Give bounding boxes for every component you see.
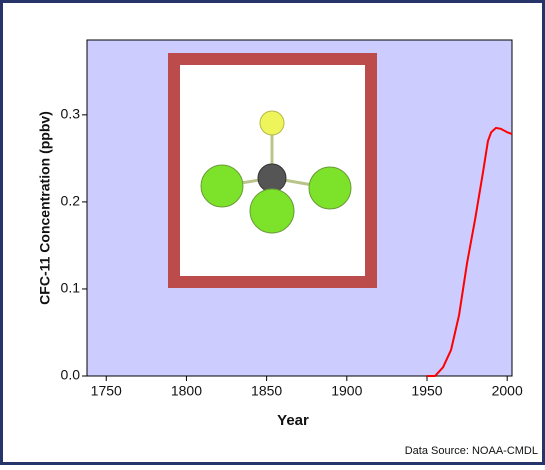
atom	[250, 189, 294, 233]
x-tick-label: 1750	[91, 383, 122, 399]
x-tick-label: 1800	[171, 383, 202, 399]
x-tick-label: 1900	[331, 383, 362, 399]
y-axis-label: CFC-11 Concentration (ppbv)	[37, 111, 53, 305]
chart: 0.0 0.1 0.2 0.3 1750 1800 1850 1900 1950 2000 Yea…	[0, 0, 545, 465]
atom	[260, 111, 284, 135]
y-tick-label: 0.0	[61, 367, 81, 383]
y-tick-label: 0.3	[61, 106, 81, 122]
x-tick-label: 1950	[411, 383, 442, 399]
source-note: Data Source: NOAA-CMDL	[405, 445, 538, 457]
atom	[309, 167, 351, 209]
x-tick-label: 2000	[492, 383, 523, 399]
y-tick-label: 0.2	[61, 193, 81, 209]
inset-image	[174, 59, 371, 282]
y-tick-label: 0.1	[61, 280, 81, 296]
x-tick-label: 1850	[251, 383, 282, 399]
x-axis-label: Year	[277, 412, 309, 429]
atom	[258, 164, 286, 192]
atom	[201, 165, 243, 207]
